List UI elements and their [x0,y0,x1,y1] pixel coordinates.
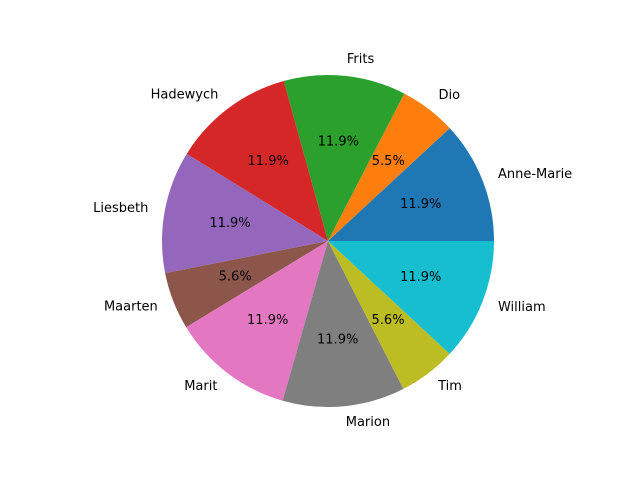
pie-percent-label-frits: 11.9% [318,134,359,149]
pie-slice-liesbeth [161,153,328,274]
pie-wedges [161,74,494,408]
pie-category-label-tim: Tim [437,379,462,394]
pie-percent-label-tim: 5.6% [372,313,405,328]
pie-category-label-anne-marie: Anne-Marie [498,167,572,182]
pie-percent-label-dio: 5.5% [372,154,405,169]
pie-category-label-marit: Marit [184,379,217,394]
pie-slice-hadewych [186,81,328,242]
pie-slice-anne-marie [328,128,494,241]
pie-slice-dio [328,93,450,241]
pie-category-label-hadewych: Hadewych [151,87,219,102]
pie-slice-william [328,241,494,354]
pie-percent-label-maarten: 5.6% [219,270,252,285]
pie-category-label-liesbeth: Liesbeth [93,201,148,216]
pie-percent-label-william: 11.9% [400,270,441,285]
pie-slice-frits [283,74,405,241]
pie-slice-marit [186,241,328,401]
pie-category-labels: Anne-Marie Dio Frits Hadewych Liesbeth Maarte… [93,52,572,430]
pie-category-label-william: William [498,300,546,315]
pie-percent-label-marit: 11.9% [247,313,288,328]
pie-slice-maarten [165,241,328,328]
pie-percent-label-hadewych: 11.9% [248,154,289,169]
pie-percent-label-liesbeth: 11.9% [209,216,250,231]
pie-category-label-dio: Dio [439,88,461,103]
pie-category-label-marion: Marion [346,415,390,430]
pie-slice-tim [328,241,450,389]
pie-percent-label-marion: 11.9% [317,333,358,348]
pie-category-label-frits: Frits [347,52,375,67]
pie-slice-marion [282,241,404,408]
pie-percent-label-anne-marie: 11.9% [400,197,441,212]
pie-category-label-maarten: Maarten [104,300,158,315]
pie-percent-labels: 11.9% 5.5% 11.9% 11.9% 11.9% 5.6% 11.9% 11.9% 5.… [209,134,441,347]
